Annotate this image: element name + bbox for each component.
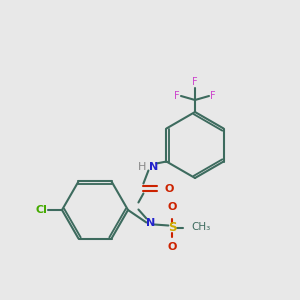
Text: O: O — [168, 242, 177, 253]
Text: H: H — [138, 161, 146, 172]
Text: F: F — [174, 91, 180, 101]
Text: N: N — [149, 161, 159, 172]
Text: S: S — [168, 221, 177, 234]
Text: O: O — [168, 202, 177, 212]
Text: N: N — [146, 218, 155, 227]
Text: F: F — [192, 77, 198, 87]
Text: O: O — [164, 184, 174, 194]
Text: Cl: Cl — [35, 205, 47, 215]
Text: F: F — [210, 91, 216, 101]
Text: CH₃: CH₃ — [191, 223, 211, 232]
